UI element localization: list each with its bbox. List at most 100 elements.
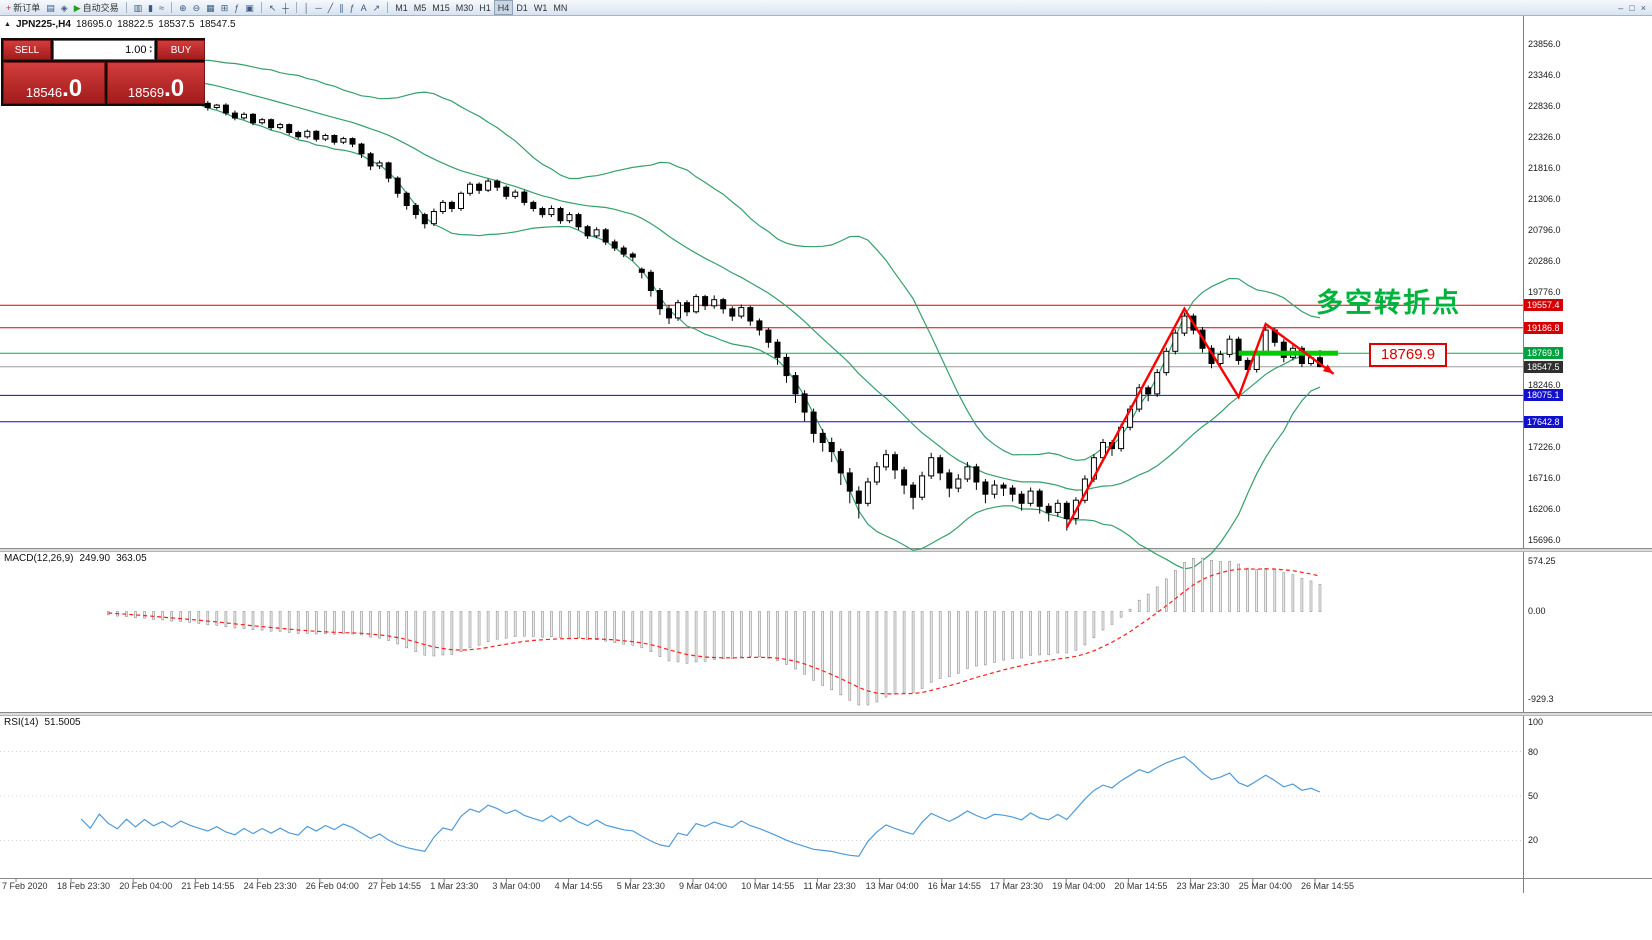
zoom-out-icon: ⊖ xyxy=(192,2,201,13)
axis-tick: 22836.0 xyxy=(1528,101,1561,111)
axis-tick: 22326.0 xyxy=(1528,132,1561,142)
date-axis-label: 9 Mar 04:00 xyxy=(679,881,728,891)
axis-tick: 23856.0 xyxy=(1528,39,1561,49)
volume-down-icon[interactable]: ▾ xyxy=(149,49,152,55)
cursor-icon: ↖ xyxy=(268,2,277,13)
volume-up-icon[interactable]: ▴ xyxy=(149,44,152,50)
chart-window-icon: ▲ xyxy=(4,21,11,28)
date-axis-label: 19 Mar 04:00 xyxy=(1052,881,1106,891)
volume-stepper[interactable]: ▴ ▾ xyxy=(149,45,152,55)
line-chart-icon: ≈ xyxy=(159,2,165,13)
timeframe-h1-button[interactable]: H1 xyxy=(476,1,494,15)
candlestick-chart-button[interactable]: ▮ xyxy=(145,1,156,15)
volume-input[interactable]: 1.00 ▴ ▾ xyxy=(53,40,155,60)
timeframe-m5-button-label: M5 xyxy=(413,2,427,13)
rsi-name: RSI(14) xyxy=(4,717,39,728)
date-axis-label: 13 Mar 04:00 xyxy=(865,881,919,891)
grid-icon: ⊞ xyxy=(220,2,229,13)
autotrading-button-label: 自动交易 xyxy=(82,2,119,13)
horizontal-line-icon: ─ xyxy=(315,2,322,13)
crosshair-button[interactable]: ┼ xyxy=(279,1,291,15)
macd-name: MACD(12,26,9) xyxy=(4,553,74,564)
indicators-button[interactable]: ƒ xyxy=(231,1,242,15)
date-axis-label: 18 Feb 23:30 xyxy=(57,881,111,891)
axis-tick: 21816.0 xyxy=(1528,163,1561,173)
ohlc-open: 18695.0 xyxy=(75,19,113,30)
profiles-icon-icon: ◈ xyxy=(60,2,68,13)
grid-button[interactable]: ⊞ xyxy=(218,1,232,15)
fibonacci-icon: ƒ xyxy=(349,2,355,13)
turning-point-annotation: 多空转折点 xyxy=(1316,288,1461,318)
zoom-out-button[interactable]: ⊖ xyxy=(190,1,204,15)
date-axis-label: 16 Mar 14:55 xyxy=(927,881,981,891)
timeframe-m5-button[interactable]: M5 xyxy=(411,1,430,15)
trendline-button[interactable]: ╱ xyxy=(325,1,336,15)
chart-symbol-period: JPN225-,H4 xyxy=(15,19,71,30)
price-level-callout: 18769.9 xyxy=(1369,343,1447,367)
bar-chart-button[interactable]: ▥ xyxy=(131,1,146,15)
price-tag: 18769.9 xyxy=(1524,347,1563,360)
tile-windows-button[interactable]: ▦ xyxy=(203,1,218,15)
timeframe-m1-button[interactable]: M1 xyxy=(392,1,411,15)
date-axis-label: 20 Feb 04:00 xyxy=(119,881,173,891)
one-click-trading-panel: SELL 1.00 ▴ ▾ BUY 18546 .0 18569 .0 xyxy=(1,38,205,106)
timeframe-h4-button[interactable]: H4 xyxy=(493,0,514,15)
buy-price-button[interactable]: 18569 .0 xyxy=(107,62,205,104)
vertical-line-icon: │ xyxy=(303,2,310,13)
sell-button[interactable]: SELL xyxy=(3,40,51,60)
cursor-button[interactable]: ↖ xyxy=(266,1,280,15)
price-tag: 18547.5 xyxy=(1524,360,1563,373)
equidistant-channel-button[interactable]: ∥ xyxy=(336,1,347,15)
rsi-value: 51.5005 xyxy=(44,717,81,728)
minimize-window-icon-icon: – xyxy=(1618,2,1624,13)
axis-tick: 20 xyxy=(1528,835,1539,846)
templates-button[interactable]: ▣ xyxy=(242,1,257,15)
close-window-icon[interactable]: × xyxy=(1638,1,1649,15)
toolbar-separator xyxy=(295,2,297,13)
timeframe-mn-button[interactable]: MN xyxy=(550,1,570,15)
timeframe-m1-button-label: M1 xyxy=(395,2,408,13)
buy-price-dec: .0 xyxy=(164,75,185,102)
arrows-button[interactable]: ↗ xyxy=(370,1,384,15)
timeframe-d1-button-label: D1 xyxy=(516,2,528,13)
date-axis-label: 23 Mar 23:30 xyxy=(1176,881,1230,891)
toolbar-separator xyxy=(387,2,389,13)
zoom-in-button[interactable]: ⊕ xyxy=(176,1,190,15)
templates-icon: ▣ xyxy=(245,2,254,13)
vertical-line-button[interactable]: │ xyxy=(301,1,313,15)
profiles-icon[interactable]: ◈ xyxy=(58,1,71,15)
restore-window-icon-icon: □ xyxy=(1629,2,1635,13)
sell-price-button[interactable]: 18546 .0 xyxy=(3,62,105,104)
minimize-window-icon[interactable]: – xyxy=(1615,1,1626,15)
price-tag: 18075.1 xyxy=(1524,389,1563,402)
text-button[interactable]: A xyxy=(358,1,370,15)
axis-tick: 17226.0 xyxy=(1528,442,1561,452)
restore-window-icon[interactable]: □ xyxy=(1626,1,1637,15)
timeframe-w1-button[interactable]: W1 xyxy=(531,1,551,15)
ohlc-low: 18537.5 xyxy=(158,19,195,30)
new-order-button[interactable]: + 新订单 xyxy=(3,1,43,15)
timeframe-h4-button-label: H4 xyxy=(497,2,510,13)
timeframe-d1-button[interactable]: D1 xyxy=(513,1,531,15)
autotrading-icon: ▶ xyxy=(73,2,81,13)
date-axis-label: 1 Mar 23:30 xyxy=(430,881,479,891)
timeframe-m30-button[interactable]: M30 xyxy=(453,1,477,15)
rsi-indicator-label: RSI(14) 51.5005 xyxy=(4,717,87,728)
new-order-icon: + xyxy=(6,2,12,13)
timeframe-m15-button[interactable]: M15 xyxy=(429,1,453,15)
arrows-icon: ↗ xyxy=(372,2,381,13)
autotrading-button[interactable]: ▶ 自动交易 xyxy=(71,1,122,15)
toolbar-separator xyxy=(171,2,173,13)
buy-button[interactable]: BUY xyxy=(157,40,205,60)
horizontal-line-button[interactable]: ─ xyxy=(312,1,324,15)
toolbar-separator xyxy=(260,2,262,13)
line-chart-button[interactable]: ≈ xyxy=(156,1,167,15)
date-axis-label: 24 Feb 23:30 xyxy=(243,881,297,891)
chart-window-icon[interactable]: ▤ xyxy=(43,1,58,15)
fibonacci-button[interactable]: ƒ xyxy=(347,1,358,15)
axis-tick: 80 xyxy=(1528,746,1539,757)
macd-indicator-label: MACD(12,26,9) 249.90 363.05 xyxy=(4,553,153,564)
date-axis-label: 20 Mar 14:55 xyxy=(1114,881,1168,891)
zoom-in-icon: ⊕ xyxy=(179,2,187,13)
